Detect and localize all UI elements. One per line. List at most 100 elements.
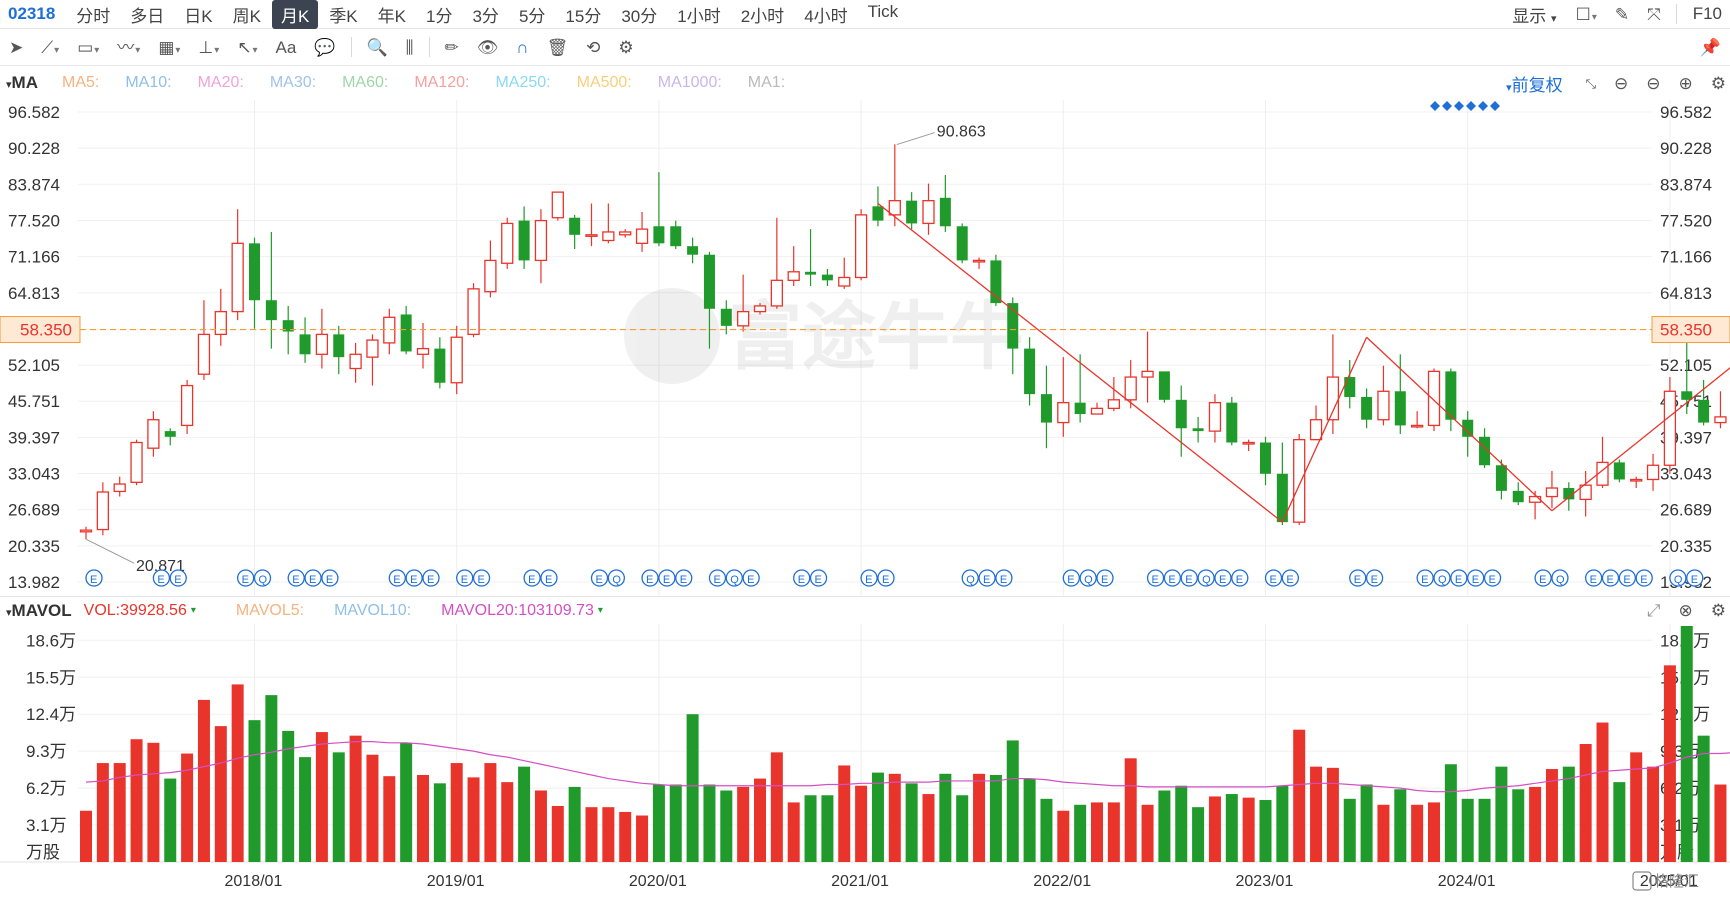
event-marker-icon <box>1433 569 1451 587</box>
period-tab[interactable]: 月K <box>271 0 319 29</box>
volume-bar <box>349 735 362 862</box>
settings-icon[interactable]: ⚙ <box>1710 73 1726 93</box>
f10-button[interactable]: F10 <box>1692 4 1722 23</box>
close-icon[interactable]: ⊗ <box>1678 601 1693 620</box>
candle <box>1226 396 1238 446</box>
period-tab[interactable]: 1小时 <box>677 6 721 26</box>
layout-icon[interactable]: ☐▾ <box>1575 4 1597 24</box>
volume-bar <box>1360 784 1373 862</box>
candle-body <box>1124 376 1137 401</box>
arrow-draw-icon[interactable]: ↖▾ <box>237 37 258 57</box>
candlestick-chart[interactable]: 96.582 96.582 90.228 90.228 83.874 83.874 77.5… <box>0 100 1730 596</box>
candle-body <box>214 310 227 336</box>
volume-bar <box>315 732 328 862</box>
price-axis-label-left: 96.582 <box>8 103 60 122</box>
period-tab[interactable]: 周K <box>232 6 261 26</box>
period-tab[interactable]: 4小时 <box>804 6 848 26</box>
candle-body <box>1158 371 1170 400</box>
event-marker-letter: E <box>427 574 434 586</box>
candle <box>1208 394 1222 443</box>
period-tab[interactable]: 3分 <box>472 6 499 26</box>
candle <box>214 288 227 346</box>
volume-bar <box>181 753 194 862</box>
minimize-icon[interactable]: ⊖ <box>1614 73 1629 93</box>
stock-code[interactable]: 02318 <box>8 4 56 23</box>
axis-scale-icon[interactable]: ⤡ <box>1585 75 1596 91</box>
trash-icon[interactable]: 🗑 <box>546 37 569 57</box>
fullscreen-icon[interactable]: ⤧ <box>1647 4 1661 24</box>
event-marker-letter: E <box>478 574 485 586</box>
volume-bar <box>686 714 699 862</box>
pen-icon[interactable]: ✏ <box>444 37 459 57</box>
candle-body <box>231 242 244 313</box>
candle-body <box>164 431 176 437</box>
adjust-dropdown[interactable]: ▾前复权 <box>1506 71 1563 96</box>
line-draw-icon[interactable]: ⟋▾ <box>41 37 60 57</box>
pin-icon[interactable]: 📌 <box>1699 37 1721 57</box>
settings-icon[interactable]: ⚙ <box>1710 601 1726 620</box>
remove-icon[interactable]: ⊖ <box>1646 73 1661 93</box>
candle-body <box>265 300 277 321</box>
ma-indicator-toggle[interactable]: ▾MA <box>6 73 38 93</box>
divider <box>350 37 352 57</box>
level-draw-icon[interactable]: ⊥▾ <box>198 37 220 57</box>
price-axis-label-right: 77.520 <box>1660 211 1712 230</box>
volume-chart[interactable]: 2018/01 2019/01 2020/01 2021/01 2022/01 2023/… <box>0 624 1730 897</box>
x-axis-label: 2021/01 <box>831 873 889 890</box>
volume-indicator-bar: ▾MAVOL VOL:39928.56 ▾ MAVOL5: MAVOL10: M… <box>0 596 1730 624</box>
period-tab[interactable]: 季K <box>329 6 358 26</box>
candle-body <box>770 279 783 307</box>
period-tab[interactable]: 1分 <box>426 6 453 26</box>
period-tab[interactable]: 日K <box>184 6 213 26</box>
candle-body <box>1445 371 1457 420</box>
expand-icon[interactable]: ⤢ <box>1646 601 1661 620</box>
gear-icon[interactable]: ⚙ <box>618 37 634 57</box>
candle-body <box>872 206 884 221</box>
dropdown-arrow-icon[interactable]: ▾ <box>190 605 196 616</box>
candle <box>1293 433 1306 525</box>
magnet-icon[interactable]: ∩ <box>516 37 529 57</box>
event-marker-icon <box>877 569 895 587</box>
comment-icon[interactable]: 💬 <box>314 37 336 57</box>
add-icon[interactable]: ⊕ <box>1678 73 1693 93</box>
volume-bar <box>1428 802 1440 862</box>
rect-draw-icon[interactable]: ▭▾ <box>77 37 100 57</box>
event-marker-letter: E <box>1489 574 1496 586</box>
volume-bar <box>1647 766 1660 862</box>
period-tab[interactable]: 2小时 <box>740 6 785 26</box>
mavol-indicator-toggle[interactable]: ▾MAVOL <box>6 601 72 621</box>
measure-icon[interactable]: ⫼ <box>405 37 414 57</box>
period-tab[interactable]: 5分 <box>518 6 546 26</box>
dropdown-arrow-icon[interactable]: ▾ <box>597 605 603 616</box>
ma-item: MA30: <box>269 74 317 91</box>
period-tab[interactable]: Tick <box>867 1 899 21</box>
candle-body <box>619 231 632 236</box>
event-marker-icon <box>590 569 609 587</box>
sync-icon[interactable]: ⟲ <box>586 37 601 57</box>
volume-bar <box>1225 794 1238 862</box>
candle-body <box>518 220 530 261</box>
candle <box>1242 439 1255 452</box>
event-marker-letter: Q <box>966 574 975 586</box>
fib-draw-icon[interactable]: ▦▾ <box>158 37 181 57</box>
candle <box>787 246 800 287</box>
mavol20-value: MAVOL20:103109.73 <box>441 601 594 619</box>
chevron-down-icon: ▾ <box>6 79 12 91</box>
x-axis-label: 2018/01 <box>225 873 283 890</box>
period-tab[interactable]: 15分 <box>565 6 602 26</box>
zoom-icon[interactable]: 🔍 <box>366 37 388 57</box>
event-marker-letter: E <box>865 574 872 586</box>
period-tab[interactable]: 年K <box>377 6 406 26</box>
text-tool-icon[interactable]: Aa <box>275 37 297 57</box>
cursor-icon[interactable]: ➤ <box>9 37 24 57</box>
volume-bar <box>956 795 969 862</box>
period-tab[interactable]: 分时 <box>76 6 111 26</box>
x-axis-label: 2024/01 <box>1438 873 1496 890</box>
volume-axis-label-left: 15.5万 <box>26 668 76 687</box>
wave-draw-icon[interactable]: 〰▾ <box>117 37 141 57</box>
eye-icon[interactable]: 👁 <box>476 37 499 57</box>
period-tab[interactable]: 多日 <box>130 6 165 26</box>
display-dropdown[interactable]: 显示 ▾ <box>1512 2 1556 27</box>
period-tab[interactable]: 30分 <box>621 6 658 26</box>
pen-brush-icon[interactable]: ✎ <box>1614 4 1630 24</box>
